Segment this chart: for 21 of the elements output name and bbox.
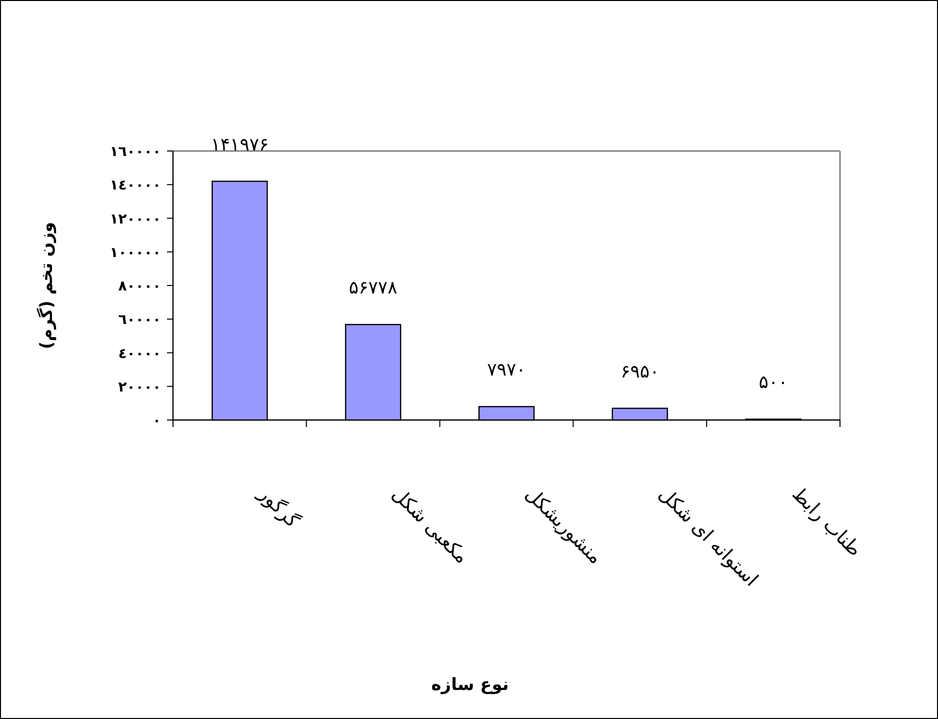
- y-tick-label: ٠: [152, 413, 161, 429]
- y-tick-label: ١٦٠٠٠٠: [110, 144, 161, 160]
- y-tick-label: ١٠٠٠٠٠: [110, 244, 161, 261]
- x-tick-label: استوانه ای شکل: [654, 482, 762, 591]
- y-tick-label: ٤٠٠٠٠: [118, 346, 161, 362]
- x-tick-label: طناب رابط: [788, 482, 866, 562]
- x-axis-title: نوع سازه: [431, 675, 509, 695]
- x-tick-label: گرگور: [253, 482, 305, 533]
- x-tick-label: مکعبی شکل: [388, 482, 473, 568]
- y-tick-label: ٢٠٠٠٠: [118, 379, 161, 396]
- y-axis-title: وزن تخم (گرم): [36, 222, 57, 350]
- y-tick-label: ٨٠٠٠٠: [118, 278, 161, 294]
- y-tick-label: ٦٠٠٠٠: [118, 312, 161, 328]
- data-label: ۷۹۷۰: [487, 360, 526, 381]
- data-label: ۵۶۷۷۸: [348, 278, 398, 299]
- data-label: ۵۰۰: [758, 372, 788, 394]
- x-tick-label: منشوریشکل: [520, 482, 607, 569]
- data-label: ۶۹۵۰: [620, 361, 660, 382]
- y-tick-label: ١٤٠٠٠٠: [110, 178, 161, 194]
- data-label: ۱۴۱۹۷۶: [210, 134, 269, 156]
- y-tick-label: ١٢٠٠٠٠: [110, 211, 161, 228]
